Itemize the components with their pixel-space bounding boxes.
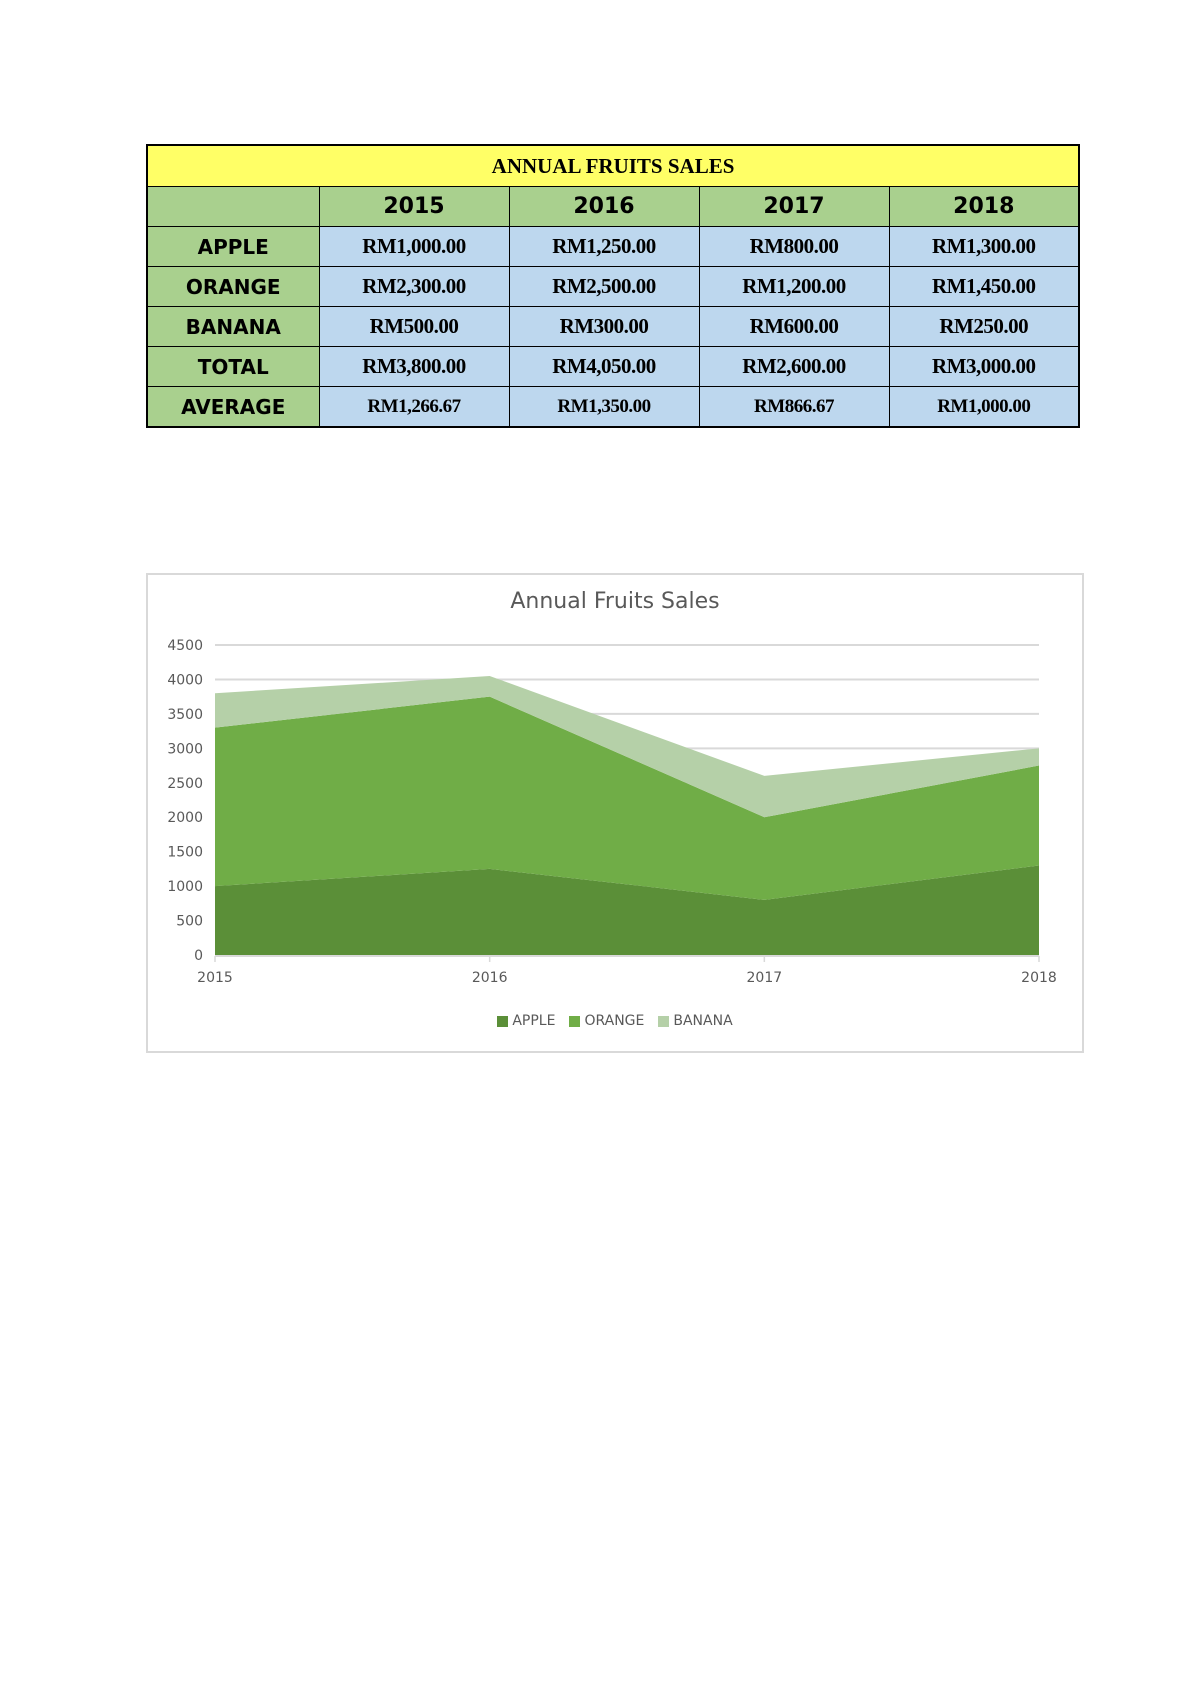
table-title-row: ANNUAL FRUITS SALES	[146, 144, 1080, 187]
y-tick-label: 2500	[167, 776, 203, 792]
header-2015: 2015	[318, 186, 510, 227]
table-cell: RM500.00	[318, 306, 510, 347]
table-cell: RM300.00	[508, 306, 700, 347]
table-row-average: AVERAGE RM1,266.67 RM1,350.00 RM866.67 R…	[146, 386, 1080, 428]
y-tick-label: 3500	[167, 707, 203, 723]
y-tick-label: 3000	[167, 741, 203, 757]
x-tick-label: 2015	[197, 970, 233, 986]
table-cell: RM250.00	[888, 306, 1080, 347]
row-label: TOTAL	[146, 346, 320, 387]
table-cell: RM1,266.67	[318, 386, 510, 428]
stacked-area-chart: 0 500 1000 1500 2000 2500 3000 3500 4000 4500 2015…	[167, 638, 1057, 986]
legend-swatch-icon	[658, 1015, 670, 1027]
table-header-row: 2015 2016 2017 2018	[146, 186, 1080, 227]
table-row-orange: ORANGE RM2,300.00 RM2,500.00 RM1,200.00 …	[146, 266, 1080, 307]
header-2016: 2016	[508, 186, 700, 227]
legend-swatch-icon	[569, 1015, 581, 1027]
x-tick-label: 2017	[747, 970, 783, 986]
table-cell: RM1,000.00	[888, 386, 1080, 428]
row-label: ORANGE	[146, 266, 320, 307]
legend-label: APPLE	[512, 1013, 556, 1029]
sales-table: ANNUAL FRUITS SALES 2015 2016 2017 2018 …	[146, 144, 1081, 428]
table-cell: RM3,800.00	[318, 346, 510, 387]
y-tick-label: 2000	[167, 810, 203, 826]
y-tick-label: 500	[176, 914, 203, 930]
table-cell: RM2,300.00	[318, 266, 510, 307]
area-series-apple	[215, 865, 1039, 955]
table-cell: RM1,200.00	[698, 266, 890, 307]
y-tick-label: 4000	[167, 672, 203, 688]
area-series-orange	[215, 696, 1039, 900]
table-cell: RM600.00	[698, 306, 890, 347]
header-empty-cell	[146, 186, 320, 227]
table-cell: RM4,050.00	[508, 346, 700, 387]
table-cell: RM1,000.00	[318, 226, 510, 267]
row-label: APPLE	[146, 226, 320, 267]
table-row-banana: BANANA RM500.00 RM300.00 RM600.00 RM250.…	[146, 306, 1080, 347]
y-tick-label: 1000	[167, 879, 203, 895]
area-series-banana	[215, 676, 1039, 818]
row-label: BANANA	[146, 306, 320, 347]
legend-item-banana: BANANA	[658, 1013, 733, 1029]
row-label: AVERAGE	[146, 386, 320, 428]
y-tick-label: 4500	[167, 638, 203, 654]
chart-title: Annual Fruits Sales	[510, 589, 720, 614]
x-tick-label: 2018	[1021, 970, 1057, 986]
legend-label: BANANA	[673, 1013, 733, 1029]
table-row-apple: APPLE RM1,000.00 RM1,250.00 RM800.00 RM1…	[146, 226, 1080, 267]
table-cell: RM866.67	[698, 386, 890, 428]
table-cell: RM1,350.00	[508, 386, 700, 428]
table-cell: RM1,250.00	[508, 226, 700, 267]
table-title: ANNUAL FRUITS SALES	[146, 144, 1080, 187]
legend-label: ORANGE	[584, 1013, 645, 1029]
x-tick-label: 2016	[472, 970, 508, 986]
table-cell: RM2,600.00	[698, 346, 890, 387]
header-2017: 2017	[698, 186, 890, 227]
y-tick-label: 1500	[167, 845, 203, 861]
table-cell: RM1,450.00	[888, 266, 1080, 307]
chart-legend: APPLE ORANGE BANANA	[148, 1013, 1082, 1029]
table-row-total: TOTAL RM3,800.00 RM4,050.00 RM2,600.00 R…	[146, 346, 1080, 387]
table-cell: RM800.00	[698, 226, 890, 267]
header-2018: 2018	[888, 186, 1080, 227]
legend-item-apple: APPLE	[497, 1013, 555, 1029]
table-cell: RM1,300.00	[888, 226, 1080, 267]
y-tick-label: 0	[194, 948, 203, 964]
legend-item-orange: ORANGE	[569, 1013, 644, 1029]
table-cell: RM2,500.00	[508, 266, 700, 307]
legend-swatch-icon	[497, 1015, 509, 1027]
table-cell: RM3,000.00	[888, 346, 1080, 387]
chart-container: Annual Fruits Sales 0 500 1000 1500 2000 2500…	[146, 573, 1084, 1053]
